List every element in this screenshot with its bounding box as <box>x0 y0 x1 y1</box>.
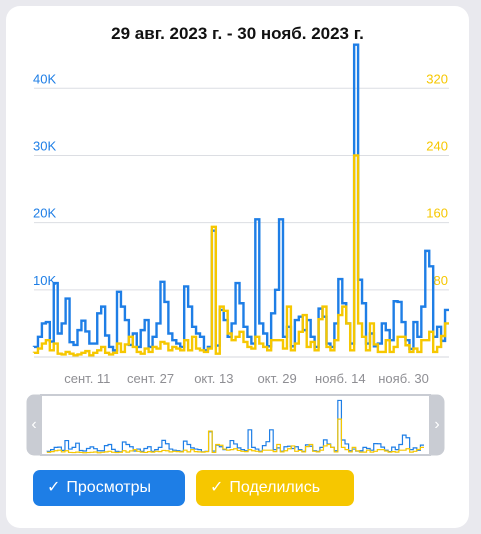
y-right-tick-label: 320 <box>426 71 448 86</box>
filter-views-button[interactable]: ✓ Просмотры <box>33 470 185 506</box>
y-right-tick-label: 160 <box>426 206 448 221</box>
y-left-tick-label: 40K <box>33 71 56 86</box>
y-right-tick-label: 80 <box>434 273 448 288</box>
x-tick-label: нояб. 30 <box>378 371 429 386</box>
chevron-right-icon: › <box>434 416 440 433</box>
x-tick-label: сент. 11 <box>64 371 110 386</box>
y-left-tick-label: 30K <box>33 138 56 153</box>
x-tick-label: сент. 27 <box>127 371 174 386</box>
y-right-tick-label: 240 <box>426 138 448 153</box>
navigator-left-handle[interactable]: ‹ <box>27 395 41 455</box>
checkmark-icon: ✓ <box>210 479 224 496</box>
filter-shares-label: Поделились <box>229 479 321 496</box>
y-left-tick-label: 10K <box>33 273 56 288</box>
navigator-shares-line <box>46 418 424 454</box>
x-tick-label: окт. 13 <box>194 371 233 386</box>
filter-views-label: Просмотры <box>66 479 151 496</box>
x-tick-label: нояб. 14 <box>315 371 366 386</box>
checkmark-icon: ✓ <box>47 479 61 496</box>
filter-shares-button[interactable]: ✓ Поделились <box>196 470 354 506</box>
navigator-right-handle[interactable]: › <box>430 395 444 455</box>
x-tick-label: окт. 29 <box>257 371 296 386</box>
series-shares-line <box>32 154 449 357</box>
series-views-line <box>32 43 449 352</box>
chevron-left-icon: ‹ <box>31 416 37 433</box>
y-left-tick-label: 20K <box>33 206 56 221</box>
date-range-title: 29 авг. 2023 г. - 30 нояб. 2023 г. <box>111 24 364 43</box>
